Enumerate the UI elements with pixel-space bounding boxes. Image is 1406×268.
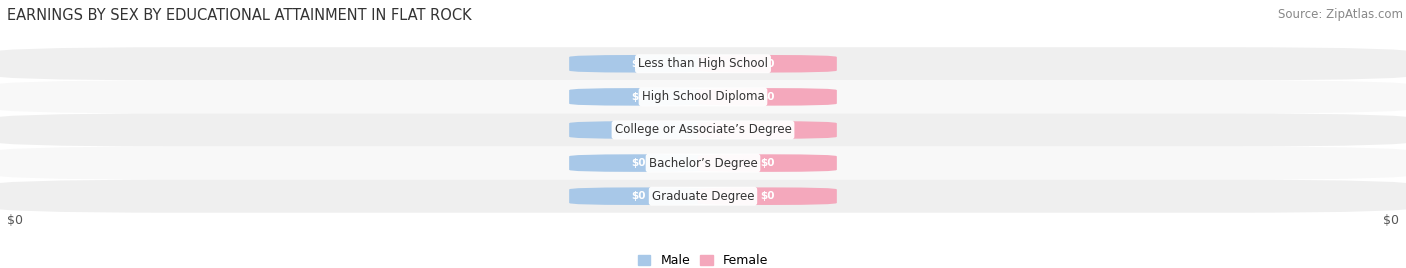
FancyBboxPatch shape xyxy=(697,55,837,73)
FancyBboxPatch shape xyxy=(569,121,709,139)
FancyBboxPatch shape xyxy=(0,47,1406,80)
Text: High School Diploma: High School Diploma xyxy=(641,90,765,103)
Text: $0: $0 xyxy=(631,191,645,201)
Text: $0: $0 xyxy=(761,125,775,135)
FancyBboxPatch shape xyxy=(0,180,1406,213)
Text: $0: $0 xyxy=(761,191,775,201)
Text: Bachelor’s Degree: Bachelor’s Degree xyxy=(648,157,758,170)
FancyBboxPatch shape xyxy=(697,121,837,139)
Text: $0: $0 xyxy=(631,158,645,168)
Text: $0: $0 xyxy=(631,125,645,135)
Text: $0: $0 xyxy=(761,158,775,168)
Legend: Male, Female: Male, Female xyxy=(633,249,773,268)
FancyBboxPatch shape xyxy=(569,55,709,73)
Text: Source: ZipAtlas.com: Source: ZipAtlas.com xyxy=(1278,8,1403,21)
Text: $0: $0 xyxy=(761,92,775,102)
Text: Less than High School: Less than High School xyxy=(638,57,768,70)
Text: Graduate Degree: Graduate Degree xyxy=(652,190,754,203)
FancyBboxPatch shape xyxy=(697,88,837,106)
Text: $0: $0 xyxy=(761,59,775,69)
Text: $0: $0 xyxy=(631,59,645,69)
Text: $0: $0 xyxy=(7,214,22,228)
FancyBboxPatch shape xyxy=(697,154,837,172)
FancyBboxPatch shape xyxy=(569,88,709,106)
FancyBboxPatch shape xyxy=(697,187,837,205)
Text: College or Associate’s Degree: College or Associate’s Degree xyxy=(614,124,792,136)
FancyBboxPatch shape xyxy=(569,187,709,205)
FancyBboxPatch shape xyxy=(0,147,1406,180)
Text: $0: $0 xyxy=(1384,214,1399,228)
Text: $0: $0 xyxy=(631,92,645,102)
FancyBboxPatch shape xyxy=(0,80,1406,113)
FancyBboxPatch shape xyxy=(0,113,1406,147)
FancyBboxPatch shape xyxy=(569,154,709,172)
Text: EARNINGS BY SEX BY EDUCATIONAL ATTAINMENT IN FLAT ROCK: EARNINGS BY SEX BY EDUCATIONAL ATTAINMEN… xyxy=(7,8,471,23)
